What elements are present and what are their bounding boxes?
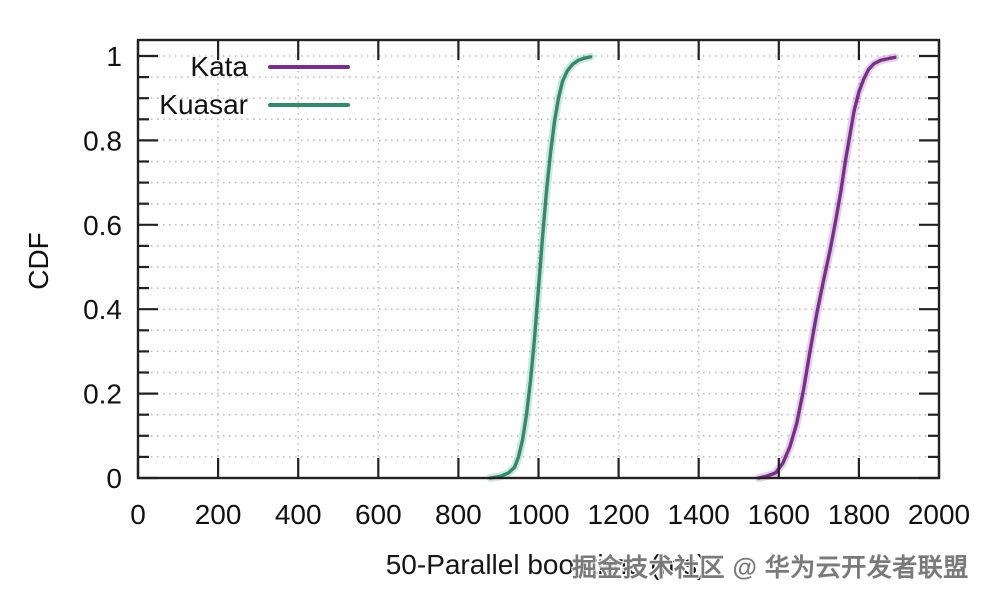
legend: Kata Kuasar	[150, 48, 350, 124]
x-tick-label: 800	[435, 499, 482, 530]
y-tick-label: 0.6	[83, 210, 122, 241]
y-tick-label: 0.2	[83, 379, 122, 410]
series-line-kata	[757, 55, 897, 480]
y-tick-label: 1	[106, 41, 122, 72]
x-tick-label: 400	[275, 499, 322, 530]
x-tick-label: 1600	[748, 499, 810, 530]
y-axis-title: CDF	[23, 232, 54, 290]
legend-item-kata: Kata	[150, 48, 350, 86]
legend-line-sample-kuasar	[268, 103, 350, 107]
x-tick-label: 1400	[668, 499, 730, 530]
y-tick-label: 0.4	[83, 294, 122, 325]
y-tick-label: 0.8	[83, 125, 122, 156]
y-tick-label: 0	[106, 463, 122, 494]
x-axis-title: 50-Parallel boot time (ms)	[385, 549, 707, 580]
x-tick-label: 1800	[828, 499, 890, 530]
series-line-kuasar	[488, 55, 593, 480]
legend-label-kata: Kata	[190, 51, 248, 82]
x-tick-label: 1000	[507, 499, 569, 530]
x-tick-label: 1200	[587, 499, 649, 530]
x-tick-label: 200	[195, 499, 242, 530]
watermark-text: 掘金技术社区 @ 华为云开发者联盟	[572, 554, 969, 582]
x-tick-label: 0	[130, 499, 146, 530]
x-tick-label: 600	[355, 499, 402, 530]
x-tick-label: 2000	[908, 499, 970, 530]
legend-label-kuasar: Kuasar	[159, 89, 248, 120]
legend-line-sample-kata	[268, 65, 350, 69]
legend-item-kuasar: Kuasar	[150, 86, 350, 124]
